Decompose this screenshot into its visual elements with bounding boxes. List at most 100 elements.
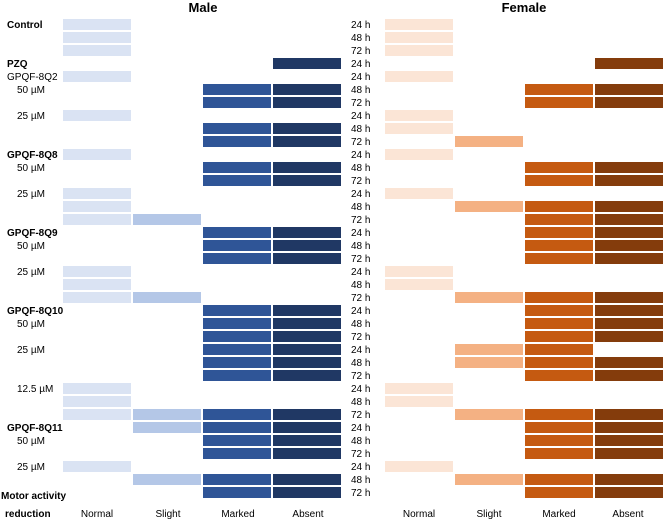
male-cell-row-25-marked	[203, 344, 271, 355]
time-label-row-25: 24 h	[351, 345, 370, 356]
time-label-row-34: 24 h	[351, 462, 370, 473]
female-cell-row-32-marked	[525, 435, 593, 446]
time-label-row-24: 72 h	[351, 332, 370, 343]
male-cell-row-35-marked	[203, 474, 271, 485]
female-cell-row-11-marked	[525, 162, 593, 173]
female-cell-row-31-absent	[595, 422, 663, 433]
male-cell-row-25-absent	[273, 344, 341, 355]
female-cell-row-7-normal	[385, 110, 453, 121]
female-cell-row-25-slight	[455, 344, 523, 355]
male-cell-row-17-marked	[203, 240, 271, 251]
female-cell-row-15-absent	[595, 214, 663, 225]
male-cell-row-18-absent	[273, 253, 341, 264]
female-cell-row-27-marked	[525, 370, 593, 381]
group-label-5: GPQF-8Q8	[7, 150, 58, 161]
female-cell-row-30-marked	[525, 409, 593, 420]
group-label-14: 12.5 µM	[17, 384, 53, 395]
female-cell-row-0-normal	[385, 19, 453, 30]
male-cell-row-21-slight	[133, 292, 201, 303]
female-cell-row-2-normal	[385, 45, 453, 56]
male-cell-row-5-absent	[273, 84, 341, 95]
female-cell-row-21-marked	[525, 292, 593, 303]
group-label-17: 25 µM	[17, 462, 45, 473]
female-cell-row-16-absent	[595, 227, 663, 238]
male-cell-row-9-absent	[273, 136, 341, 147]
time-label-row-2: 72 h	[351, 46, 370, 57]
time-label-row-32: 48 h	[351, 436, 370, 447]
group-label-7: 25 µM	[17, 189, 45, 200]
time-label-row-4: 24 h	[351, 72, 370, 83]
time-label-row-7: 24 h	[351, 111, 370, 122]
male-cell-row-16-absent	[273, 227, 341, 238]
male-cell-row-16-marked	[203, 227, 271, 238]
male-cell-row-31-marked	[203, 422, 271, 433]
male-category-marked: Marked	[221, 509, 254, 520]
male-cell-row-7-normal	[63, 110, 131, 121]
male-cell-row-27-absent	[273, 370, 341, 381]
male-category-normal: Normal	[81, 509, 113, 520]
male-cell-row-22-absent	[273, 305, 341, 316]
female-cell-row-30-slight	[455, 409, 523, 420]
male-cell-row-20-normal	[63, 279, 131, 290]
female-category-normal: Normal	[403, 509, 435, 520]
male-cell-row-6-absent	[273, 97, 341, 108]
female-cell-row-18-marked	[525, 253, 593, 264]
time-label-row-9: 72 h	[351, 137, 370, 148]
female-cell-row-4-normal	[385, 71, 453, 82]
male-cell-row-30-marked	[203, 409, 271, 420]
male-cell-row-0-normal	[63, 19, 131, 30]
time-label-row-22: 24 h	[351, 306, 370, 317]
male-cell-row-33-absent	[273, 448, 341, 459]
female-cell-row-5-marked	[525, 84, 593, 95]
male-cell-row-23-absent	[273, 318, 341, 329]
time-label-row-5: 48 h	[351, 85, 370, 96]
male-cell-row-30-slight	[133, 409, 201, 420]
female-cell-row-1-normal	[385, 32, 453, 43]
female-cell-row-6-marked	[525, 97, 593, 108]
time-label-row-0: 24 h	[351, 20, 370, 31]
male-cell-row-26-marked	[203, 357, 271, 368]
male-cell-row-8-absent	[273, 123, 341, 134]
male-cell-row-35-absent	[273, 474, 341, 485]
female-cell-row-28-normal	[385, 383, 453, 394]
female-cell-row-31-marked	[525, 422, 593, 433]
female-cell-row-15-marked	[525, 214, 593, 225]
group-label-8: GPQF-8Q9	[7, 228, 58, 239]
female-cell-row-6-absent	[595, 97, 663, 108]
female-cell-row-14-absent	[595, 201, 663, 212]
time-label-row-19: 24 h	[351, 267, 370, 278]
female-cell-row-35-marked	[525, 474, 593, 485]
male-cell-row-2-normal	[63, 45, 131, 56]
male-cell-row-3-absent	[273, 58, 341, 69]
female-cell-row-18-absent	[595, 253, 663, 264]
female-cell-row-5-absent	[595, 84, 663, 95]
group-label-1: PZQ	[7, 59, 28, 70]
male-cell-row-13-normal	[63, 188, 131, 199]
time-label-row-12: 72 h	[351, 176, 370, 187]
male-cell-row-9-marked	[203, 136, 271, 147]
male-cell-row-17-absent	[273, 240, 341, 251]
female-cell-row-21-absent	[595, 292, 663, 303]
female-cell-row-8-normal	[385, 123, 453, 134]
male-cell-row-24-absent	[273, 331, 341, 342]
male-cell-row-36-marked	[203, 487, 271, 498]
female-cell-row-17-absent	[595, 240, 663, 251]
male-cell-row-22-marked	[203, 305, 271, 316]
time-label-row-15: 72 h	[351, 215, 370, 226]
time-label-row-1: 48 h	[351, 33, 370, 44]
female-cell-row-24-absent	[595, 331, 663, 342]
female-cell-row-10-normal	[385, 149, 453, 160]
group-label-0: Control	[7, 20, 43, 31]
time-label-row-26: 48 h	[351, 358, 370, 369]
male-cell-row-32-absent	[273, 435, 341, 446]
female-cell-row-19-normal	[385, 266, 453, 277]
male-cell-row-26-absent	[273, 357, 341, 368]
time-label-row-14: 48 h	[351, 202, 370, 213]
time-label-row-18: 72 h	[351, 254, 370, 265]
group-label-12: 50 µM	[17, 319, 45, 330]
time-label-row-27: 72 h	[351, 371, 370, 382]
female-cell-row-26-marked	[525, 357, 593, 368]
male-cell-row-34-normal	[63, 461, 131, 472]
female-cell-row-12-marked	[525, 175, 593, 186]
male-cell-row-28-normal	[63, 383, 131, 394]
